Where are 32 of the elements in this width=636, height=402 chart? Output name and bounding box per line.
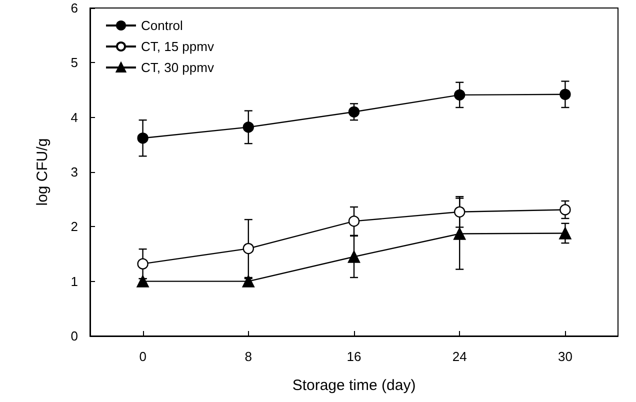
y-tick-label: 2 bbox=[70, 219, 78, 234]
point bbox=[454, 206, 466, 218]
legend-label: Control bbox=[141, 18, 184, 33]
x-axis-title: Storage time (day) bbox=[292, 377, 416, 394]
x-tick-label: 0 bbox=[139, 349, 146, 364]
legend-label: CT, 15 ppmv bbox=[141, 39, 214, 54]
point bbox=[348, 216, 360, 227]
point bbox=[454, 228, 466, 240]
point bbox=[137, 258, 148, 270]
x-tick-label: 24 bbox=[452, 349, 467, 364]
x-tick-label: 8 bbox=[244, 349, 252, 364]
point bbox=[137, 132, 148, 144]
point bbox=[242, 275, 254, 288]
y-tick-label: 6 bbox=[70, 0, 78, 16]
point bbox=[559, 227, 572, 240]
x-tick-label: 16 bbox=[346, 349, 362, 364]
point bbox=[348, 106, 360, 118]
point bbox=[136, 275, 149, 288]
y-tick-label: 5 bbox=[70, 55, 78, 70]
legend-label: CT, 30 ppmv bbox=[141, 60, 214, 75]
y-tick-label: 3 bbox=[70, 164, 78, 180]
point bbox=[560, 88, 571, 100]
point bbox=[242, 242, 254, 254]
y-tick-label: 0 bbox=[70, 328, 78, 344]
point bbox=[560, 204, 571, 216]
x-tick-label: 30 bbox=[558, 349, 572, 364]
point bbox=[242, 122, 254, 133]
y-axis-title: log CFU/g bbox=[34, 138, 51, 206]
point bbox=[348, 250, 360, 263]
y-tick-label: 1 bbox=[70, 274, 78, 289]
point bbox=[454, 89, 466, 101]
y-tick-label: 4 bbox=[70, 110, 78, 125]
